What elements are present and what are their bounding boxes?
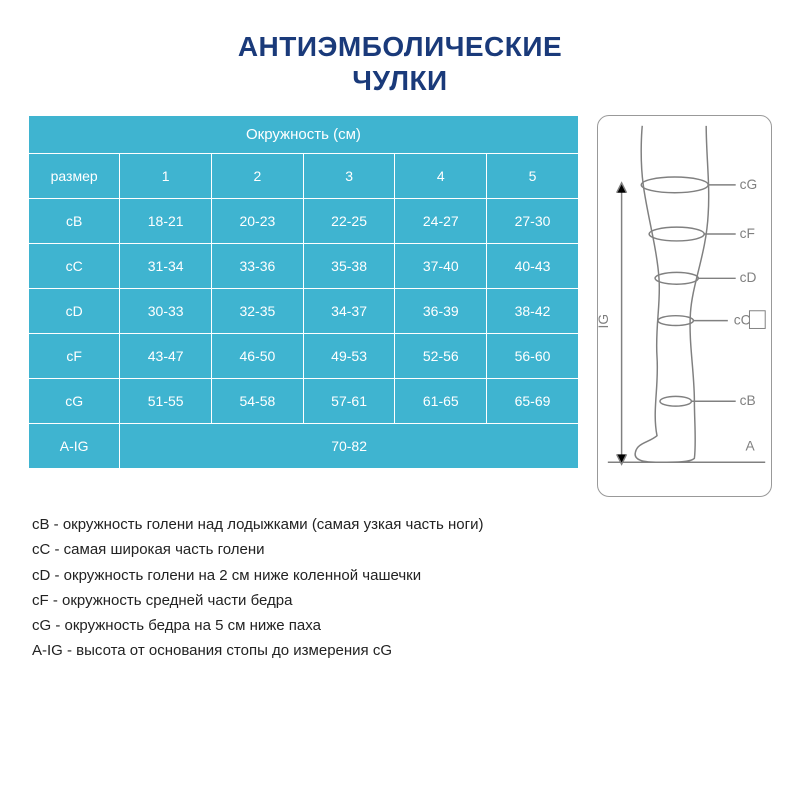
ring-cC bbox=[658, 316, 693, 326]
table-header-row: размер 1 2 3 4 5 bbox=[29, 154, 579, 199]
content-row: Окружность (см) размер 1 2 3 4 5 cB 18-2… bbox=[0, 97, 800, 497]
cell: 49-53 bbox=[303, 334, 395, 379]
label-cD: cD bbox=[740, 270, 757, 285]
title-line-1: АНТИЭМБОЛИЧЕСКИЕ bbox=[238, 31, 562, 62]
ring-cG bbox=[641, 177, 708, 193]
ring-cB bbox=[660, 397, 691, 407]
cell: 61-65 bbox=[395, 379, 487, 424]
cell: 51-55 bbox=[120, 379, 212, 424]
cell: 32-35 bbox=[212, 289, 304, 334]
cell: 27-30 bbox=[487, 199, 579, 244]
cell: 20-23 bbox=[212, 199, 304, 244]
header-size: размер bbox=[29, 154, 120, 199]
cell: 24-27 bbox=[395, 199, 487, 244]
cell: 22-25 bbox=[303, 199, 395, 244]
row-label: cD bbox=[29, 289, 120, 334]
ring-cD bbox=[655, 273, 698, 285]
footer-value: 70-82 bbox=[120, 424, 579, 469]
header-col-3: 3 bbox=[303, 154, 395, 199]
legend-line: cF - окружность средней части бедра bbox=[32, 589, 768, 612]
header-col-4: 4 bbox=[395, 154, 487, 199]
label-A: A bbox=[745, 439, 755, 454]
label-cB: cB bbox=[740, 393, 756, 408]
legend-line: cC - самая широкая часть голени bbox=[32, 538, 768, 561]
legend: cB - окружность голени над лодыжками (са… bbox=[0, 497, 800, 663]
legend-line: A-IG - высота от основания стопы до изме… bbox=[32, 639, 768, 662]
leg-diagram-svg: cG cF cD cC cB A IG bbox=[598, 116, 771, 490]
label-cG: cG bbox=[740, 177, 758, 192]
table-row: cD 30-33 32-35 34-37 36-39 38-42 bbox=[29, 289, 579, 334]
cell: 35-38 bbox=[303, 244, 395, 289]
cell: 46-50 bbox=[212, 334, 304, 379]
page-title: АНТИЭМБОЛИЧЕСКИЕ ЧУЛКИ bbox=[0, 0, 800, 97]
table-footer-row: A-IG 70-82 bbox=[29, 424, 579, 469]
legend-line: cG - окружность бедра на 5 см ниже паха bbox=[32, 614, 768, 637]
cell: 31-34 bbox=[120, 244, 212, 289]
table-top-header: Окружность (см) bbox=[29, 116, 579, 154]
cell: 56-60 bbox=[487, 334, 579, 379]
cell: 36-39 bbox=[395, 289, 487, 334]
row-label: cG bbox=[29, 379, 120, 424]
cell: 40-43 bbox=[487, 244, 579, 289]
header-col-5: 5 bbox=[487, 154, 579, 199]
cell: 43-47 bbox=[120, 334, 212, 379]
cell: 54-58 bbox=[212, 379, 304, 424]
box-cC bbox=[749, 311, 765, 329]
cell: 65-69 bbox=[487, 379, 579, 424]
title-line-2: ЧУЛКИ bbox=[352, 65, 447, 96]
row-label: cB bbox=[29, 199, 120, 244]
ring-cF bbox=[649, 227, 704, 241]
cell: 52-56 bbox=[395, 334, 487, 379]
label-IG: IG bbox=[598, 314, 611, 329]
cell: 18-21 bbox=[120, 199, 212, 244]
table-row: cG 51-55 54-58 57-61 61-65 65-69 bbox=[29, 379, 579, 424]
legend-line: cB - окружность голени над лодыжками (са… bbox=[32, 513, 768, 536]
cell: 33-36 bbox=[212, 244, 304, 289]
footer-label: A-IG bbox=[29, 424, 120, 469]
row-label: cC bbox=[29, 244, 120, 289]
table-row: cF 43-47 46-50 49-53 52-56 56-60 bbox=[29, 334, 579, 379]
header-col-2: 2 bbox=[212, 154, 304, 199]
ig-arrow-head-top bbox=[617, 183, 627, 193]
table-row: cC 31-34 33-36 35-38 37-40 40-43 bbox=[29, 244, 579, 289]
label-cF: cF bbox=[740, 226, 755, 241]
table-row: cB 18-21 20-23 22-25 24-27 27-30 bbox=[29, 199, 579, 244]
cell: 38-42 bbox=[487, 289, 579, 334]
header-col-1: 1 bbox=[120, 154, 212, 199]
legend-line: cD - окружность голени на 2 см ниже коле… bbox=[32, 564, 768, 587]
cell: 57-61 bbox=[303, 379, 395, 424]
cell: 37-40 bbox=[395, 244, 487, 289]
leg-diagram: cG cF cD cC cB A IG bbox=[597, 115, 772, 497]
row-label: cF bbox=[29, 334, 120, 379]
size-table: Окружность (см) размер 1 2 3 4 5 cB 18-2… bbox=[28, 115, 579, 469]
cell: 30-33 bbox=[120, 289, 212, 334]
cell: 34-37 bbox=[303, 289, 395, 334]
label-cC: cC bbox=[734, 313, 751, 328]
